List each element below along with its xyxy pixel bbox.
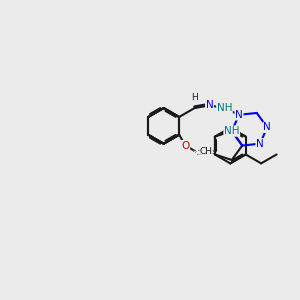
Text: CH₃: CH₃ xyxy=(199,147,216,156)
Text: N: N xyxy=(256,139,264,149)
Text: methyl: methyl xyxy=(193,151,198,152)
Text: methoxy: methoxy xyxy=(197,154,203,155)
Text: O: O xyxy=(181,141,190,151)
Text: H: H xyxy=(191,92,198,101)
Text: N: N xyxy=(235,110,243,120)
Text: NH: NH xyxy=(224,126,239,136)
Text: NH: NH xyxy=(217,103,232,113)
Text: methyl: methyl xyxy=(198,150,203,152)
Text: N: N xyxy=(263,122,271,132)
Text: N: N xyxy=(206,100,213,110)
